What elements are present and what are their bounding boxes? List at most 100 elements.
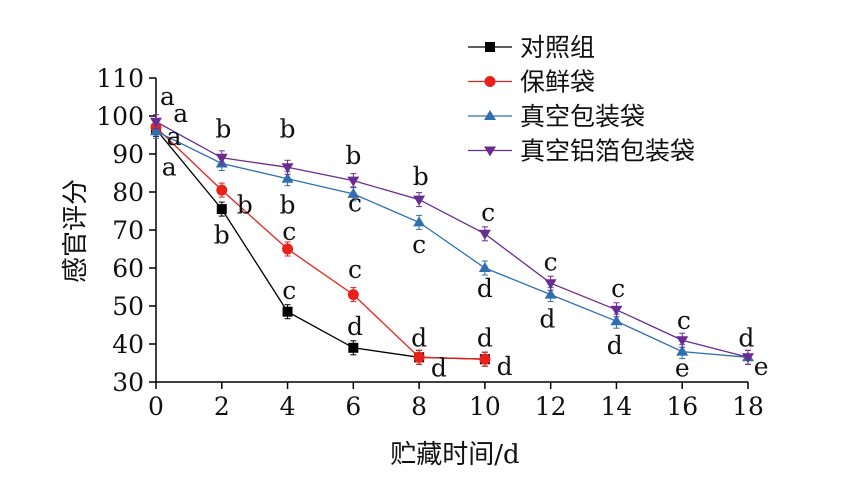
significance-letter: d [539,304,555,333]
significance-letter: e [754,352,769,381]
data-point [150,117,162,128]
data-point [282,306,293,317]
significance-letter: a [173,99,188,128]
x-tick-label: 0 [148,392,164,421]
data-point [610,305,623,316]
data-point [413,351,425,363]
data-point [347,289,359,301]
y-tick-label: 80 [112,178,144,207]
legend-marker [484,76,496,87]
significance-letter: c [481,198,495,227]
data-point [216,204,227,215]
significance-letter: c [677,306,691,335]
y-tick-label: 30 [112,368,144,397]
significance-letter: c [282,217,296,246]
significance-letter: d [738,323,754,352]
x-tick-label: 14 [601,392,633,421]
y-tick-label: 50 [112,292,144,321]
significance-letter: d [411,323,427,352]
data-point [478,229,491,240]
data-point [479,353,491,365]
series-line [155,121,749,358]
data-point [347,187,360,198]
legend-item-3: 真空铝箔包装袋 [468,137,695,166]
significance-letter: d [347,312,363,341]
significance-letter: b [214,221,230,250]
significance-letter: b [215,114,231,143]
y-tick-label: 110 [96,64,144,93]
legend-item-1: 保鲜袋 [468,68,595,97]
legend-item-0: 对照组 [468,33,595,62]
data-point [348,342,359,353]
x-axis-label: 贮藏时间/d [390,440,519,470]
data-point [281,163,294,174]
data-point [544,288,557,299]
significance-letter: d [477,274,493,303]
x-tick-label: 6 [345,392,361,421]
data-point [413,216,426,227]
x-tick-label: 18 [732,392,764,421]
data-point [610,315,623,326]
x-tick-label: 2 [214,392,230,421]
series-line [155,128,485,360]
significance-letter: c [412,230,426,259]
significance-letter: b [413,162,429,191]
data-point [281,172,294,183]
data-point [347,176,360,187]
data-point [478,262,491,272]
significance-letter: b [280,190,296,219]
significance-letter: d [431,354,447,383]
significance-letter: d [497,352,513,381]
data-point [215,153,228,164]
data-point [676,336,689,347]
significance-letter: a [167,122,182,151]
significance-letter: d [607,331,623,360]
x-tick-label: 8 [411,392,427,421]
significance-letter: b [345,141,361,170]
significance-letter: a [162,152,177,181]
legend-label: 对照组 [520,33,595,62]
x-tick-label: 12 [535,392,567,421]
significance-letter: c [611,274,625,303]
axes: 0 2 4 6 8 10 12 14 16 18 30 40 50 60 70 80 90 100 110 [96,64,764,421]
series-line [155,130,749,358]
data-point [676,345,689,356]
legend-label: 真空包装袋 [520,102,645,131]
data-point [150,125,162,136]
series-0 [151,121,490,367]
plot-series [150,114,754,367]
data-point [544,279,557,290]
significance-letter: c [348,188,362,217]
series-3 [150,114,754,365]
data-point [742,353,754,364]
data-point [216,184,228,196]
y-tick-label: 70 [112,216,144,245]
legend-label: 保鲜袋 [520,68,595,97]
legend-marker [484,110,496,120]
y-tick-label: 40 [112,330,144,359]
x-tick-label: 10 [469,392,501,421]
y-tick-label: 60 [112,254,144,283]
data-point [413,195,426,206]
legend-item-2: 真空包装袋 [468,102,645,131]
legend-marker [485,42,495,52]
significance-letter: e [675,354,690,383]
series-line [155,126,485,360]
significance-letter: c [544,247,558,276]
y-axis-label: 感官评分 [61,179,91,283]
x-tick-label: 4 [280,392,296,421]
significance-letter: c [348,255,362,284]
significance-letter: c [282,276,296,305]
x-tick-label: 16 [666,392,698,421]
significance-letter: b [237,190,253,219]
significance-letter: a [160,82,175,111]
significance-letter: d [477,323,493,352]
significance-letter: b [280,114,296,143]
legend-marker [484,146,496,157]
data-point [282,243,294,255]
y-tick-label: 90 [112,140,144,169]
y-tick-label: 100 [96,102,144,131]
